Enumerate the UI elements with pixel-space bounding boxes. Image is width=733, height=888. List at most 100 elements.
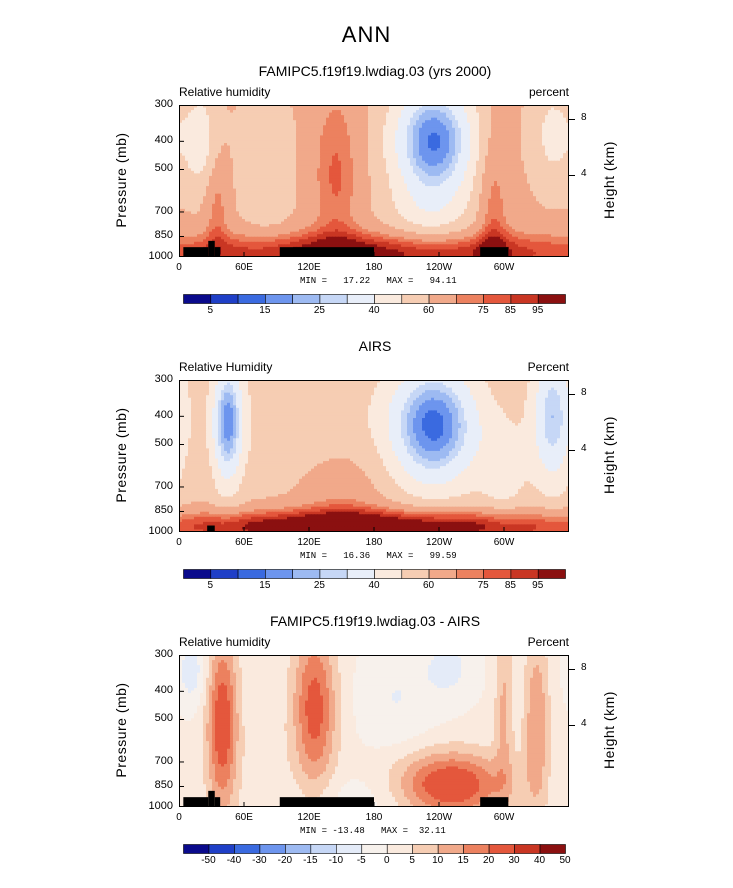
- contour-cell: [449, 110, 453, 114]
- contour-cell: [263, 191, 267, 195]
- contour-cell: [218, 193, 222, 197]
- contour-cell: [383, 135, 387, 139]
- contour-cell: [218, 143, 222, 147]
- contour-cell: [224, 137, 228, 142]
- contour-cell: [281, 125, 285, 129]
- contour-cell: [452, 165, 456, 169]
- contour-cell: [203, 135, 207, 139]
- contour-cell: [245, 188, 249, 192]
- contour-cell: [293, 145, 297, 149]
- contour-cell: [467, 160, 471, 164]
- contour-cell: [269, 110, 273, 114]
- contour-cell: [269, 150, 273, 154]
- contour-cell: [542, 112, 546, 116]
- contour-cell: [455, 117, 459, 121]
- contour-cell: [407, 183, 411, 187]
- contour-cell: [299, 130, 303, 134]
- contour-cell: [245, 130, 249, 134]
- contour-cell: [518, 170, 522, 174]
- contour-cell: [200, 122, 204, 126]
- contour-cell: [380, 125, 384, 129]
- contour-cell: [251, 168, 255, 172]
- contour-cell: [452, 178, 456, 182]
- contour-cell: [389, 193, 393, 197]
- contour-cell: [284, 127, 288, 131]
- contour-cell: [365, 140, 369, 144]
- contour-cell: [548, 107, 552, 111]
- contour-cell: [401, 181, 405, 185]
- contour-cell: [353, 181, 357, 185]
- contour-cell: [392, 130, 396, 134]
- contour-cell: [362, 170, 366, 174]
- contour-cell: [353, 125, 357, 129]
- contour-cell: [200, 178, 204, 182]
- contour-cell: [377, 143, 381, 147]
- contour-cell: [539, 135, 543, 139]
- contour-cell: [272, 165, 276, 169]
- contour-cell: [560, 125, 564, 129]
- contour-cell: [551, 188, 555, 192]
- contour-cell: [515, 193, 519, 197]
- contour-cell: [269, 191, 273, 195]
- contour-cell: [446, 193, 450, 197]
- contour-cell: [188, 107, 192, 111]
- contour-cell: [365, 120, 369, 124]
- contour-cell: [326, 127, 330, 131]
- contour-cell: [449, 186, 453, 190]
- contour-cell: [314, 145, 318, 149]
- contour-cell: [518, 130, 522, 134]
- contour-cell: [557, 178, 561, 182]
- contour-cell: [341, 168, 345, 172]
- contour-cell: [533, 168, 537, 172]
- contour-cell: [269, 132, 273, 136]
- contour-cell: [257, 165, 261, 169]
- contour-cell: [476, 155, 480, 159]
- contour-cell: [557, 122, 561, 126]
- contour-cell: [392, 145, 396, 149]
- contour-cell: [497, 127, 501, 131]
- contour-cell: [494, 186, 498, 190]
- contour-cell: [224, 120, 228, 124]
- contour-cell: [254, 175, 258, 180]
- contour-cell: [188, 178, 192, 182]
- contour-cell: [440, 145, 444, 149]
- contour-cell: [338, 140, 342, 144]
- contour-cell: [512, 132, 516, 136]
- contour-cell: [320, 130, 324, 134]
- contour-cell: [191, 186, 195, 190]
- contour-cell: [368, 120, 372, 124]
- contour-cell: [443, 143, 447, 147]
- contour-cell: [248, 137, 252, 142]
- contour-cell: [488, 122, 492, 126]
- contour-cell: [197, 148, 201, 152]
- contour-cell: [182, 120, 186, 124]
- contour-cell: [236, 163, 240, 167]
- contour-cell: [191, 130, 195, 134]
- contour-cell: [437, 168, 441, 172]
- contour-cell: [494, 132, 498, 136]
- contour-cell: [332, 117, 336, 121]
- contour-cell: [488, 175, 492, 180]
- contour-cell: [470, 145, 474, 149]
- contour-cell: [554, 175, 558, 180]
- contour-cell: [329, 130, 333, 134]
- contour-cell: [446, 127, 450, 131]
- contour-cell: [437, 155, 441, 159]
- contour-cell: [317, 165, 321, 169]
- contour-cell: [413, 105, 417, 109]
- contour-cell: [275, 175, 279, 180]
- contour-cell: [239, 160, 243, 164]
- contour-cell: [443, 168, 447, 172]
- contour-cell: [365, 183, 369, 187]
- contour-cell: [395, 140, 399, 144]
- contour-cell: [440, 160, 444, 164]
- contour-cell: [329, 168, 333, 172]
- contour-cell: [290, 148, 294, 152]
- contour-cell: [428, 188, 432, 192]
- contour-cell: [401, 105, 405, 109]
- contour-cell: [557, 158, 561, 162]
- contour-cell: [437, 163, 441, 167]
- contour-cell: [470, 137, 474, 142]
- contour-cell: [299, 173, 303, 177]
- contour-cell: [452, 158, 456, 162]
